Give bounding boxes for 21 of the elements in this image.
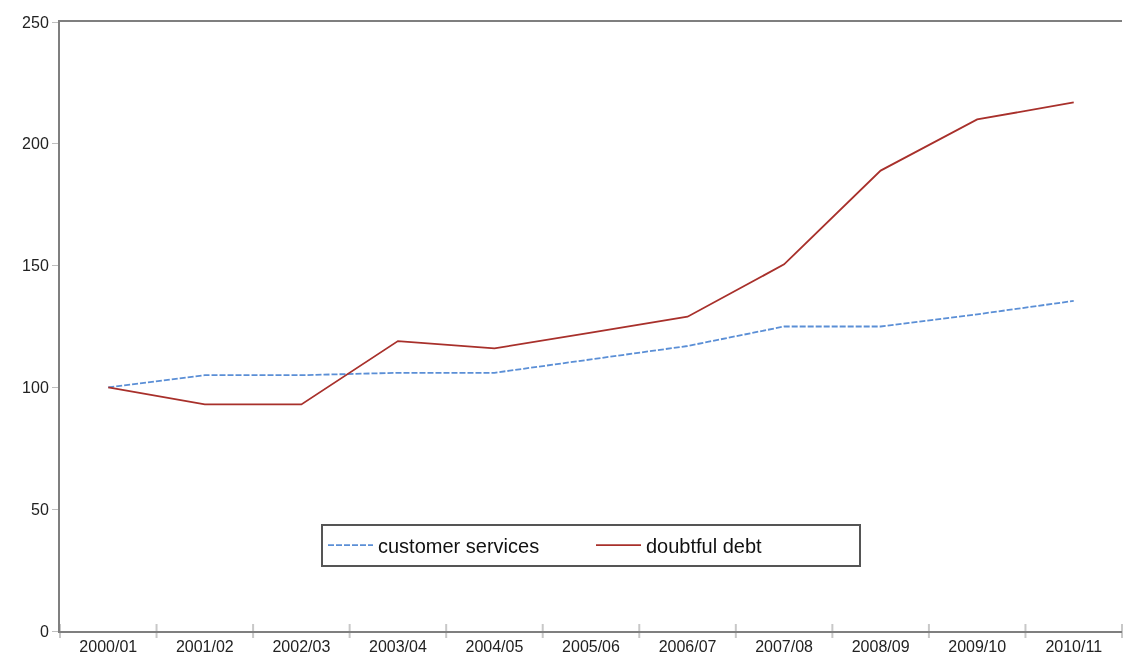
y-tick-label: 0 bbox=[39, 622, 49, 640]
x-tick-label: 2008/09 bbox=[851, 638, 910, 656]
y-tick-label: 100 bbox=[22, 379, 49, 396]
x-tick-label: 2009/10 bbox=[948, 638, 1007, 656]
y-tick-label: 150 bbox=[22, 257, 49, 275]
x-tick-label: 2004/05 bbox=[465, 638, 524, 656]
y-tick-label: 200 bbox=[22, 135, 49, 153]
x-tick-label: 2003/04 bbox=[368, 638, 427, 656]
legend-label: customer services bbox=[378, 534, 540, 557]
y-tick-label: 50 bbox=[31, 500, 49, 518]
x-tick-label: 2007/08 bbox=[755, 638, 814, 656]
x-tick-label: 2005/06 bbox=[562, 638, 621, 656]
line-series bbox=[107, 101, 1075, 406]
legend-label: doubtful debt bbox=[646, 534, 763, 557]
y-tick-label: 250 bbox=[22, 13, 49, 31]
x-tick-label: 2000/01 bbox=[79, 638, 138, 656]
x-tick-label: 2001/02 bbox=[175, 638, 234, 656]
x-tick-label: 2010/11 bbox=[1045, 638, 1103, 656]
x-tick-label: 2006/07 bbox=[658, 638, 717, 656]
line-series bbox=[107, 300, 1075, 389]
x-tick-label: 2002/03 bbox=[272, 638, 331, 656]
